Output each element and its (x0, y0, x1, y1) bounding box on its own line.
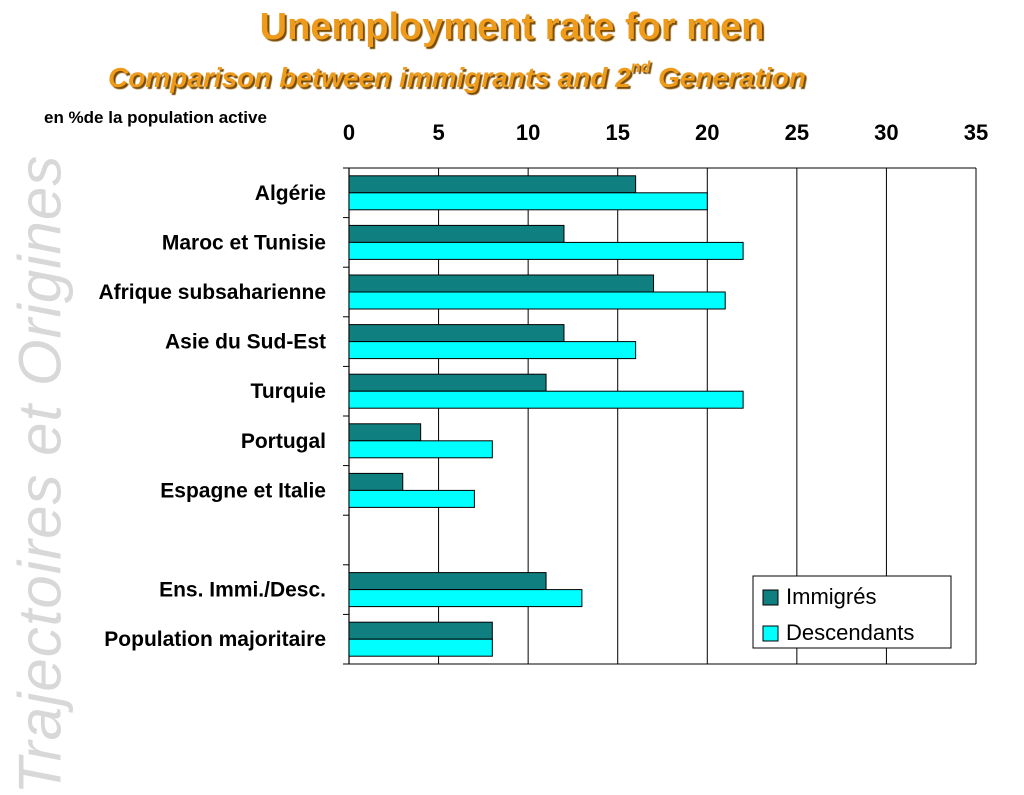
category-label: Espagne et Italie (160, 479, 326, 502)
chart-subtitle: Comparison between immigrants and 2nd Ge… (108, 59, 806, 94)
bar-descendants (348, 192, 708, 211)
category-label: Afrique subsaharienne (98, 281, 326, 304)
category-label: Ens. Immi./Desc. (159, 579, 326, 602)
bar-descendants (348, 390, 744, 409)
x-tick-label: 25 (785, 120, 809, 145)
bar-immigres (348, 572, 547, 591)
category-label: Asie du Sud-Est (165, 331, 326, 354)
x-tick-label: 15 (605, 120, 629, 145)
legend-swatch (762, 589, 779, 606)
unit-label: en %de la population active (44, 108, 267, 127)
chart-title: Unemployment rate for men (259, 6, 765, 48)
legend-label: Immigrés (786, 584, 876, 609)
category-label: Turquie (251, 380, 326, 403)
x-tick-label: 10 (516, 120, 540, 145)
bar-immigres (348, 224, 565, 243)
bar-descendants (348, 638, 493, 657)
x-tick-label: 35 (964, 120, 988, 145)
bar-immigres (348, 423, 422, 442)
bar-immigres (348, 175, 637, 194)
category-label: Portugal (241, 430, 326, 453)
category-label: Algérie (255, 182, 326, 205)
bar-immigres (348, 274, 655, 293)
legend-label: Descendants (786, 620, 914, 645)
legend-swatch (762, 625, 779, 642)
bar-chart: 0 5 10 15 20 25 30 35 Algérie Maroc et Tunisie Afr… (98, 120, 988, 665)
bar-immigres (348, 621, 493, 640)
subtitle-end: Generation (650, 62, 806, 93)
legend-box (752, 575, 952, 649)
bar-immigres (348, 472, 404, 491)
bar-descendants (348, 291, 726, 310)
subtitle-superscript: nd (630, 59, 651, 76)
x-tick-label: 5 (432, 120, 444, 145)
bar-descendants (348, 241, 744, 260)
x-tick-label: 20 (695, 120, 719, 145)
category-label: Maroc et Tunisie (162, 231, 326, 254)
bar-descendants (348, 440, 493, 459)
x-tick-label: 30 (874, 120, 898, 145)
bar-immigres (348, 373, 547, 392)
subtitle-main: Comparison between immigrants and 2 (108, 62, 631, 93)
bar-descendants (348, 341, 637, 360)
bar-descendants (348, 489, 475, 508)
bar-descendants (348, 589, 583, 608)
category-label: Population majoritaire (104, 628, 326, 651)
bar-immigres (348, 324, 565, 343)
x-tick-label: 0 (343, 120, 355, 145)
